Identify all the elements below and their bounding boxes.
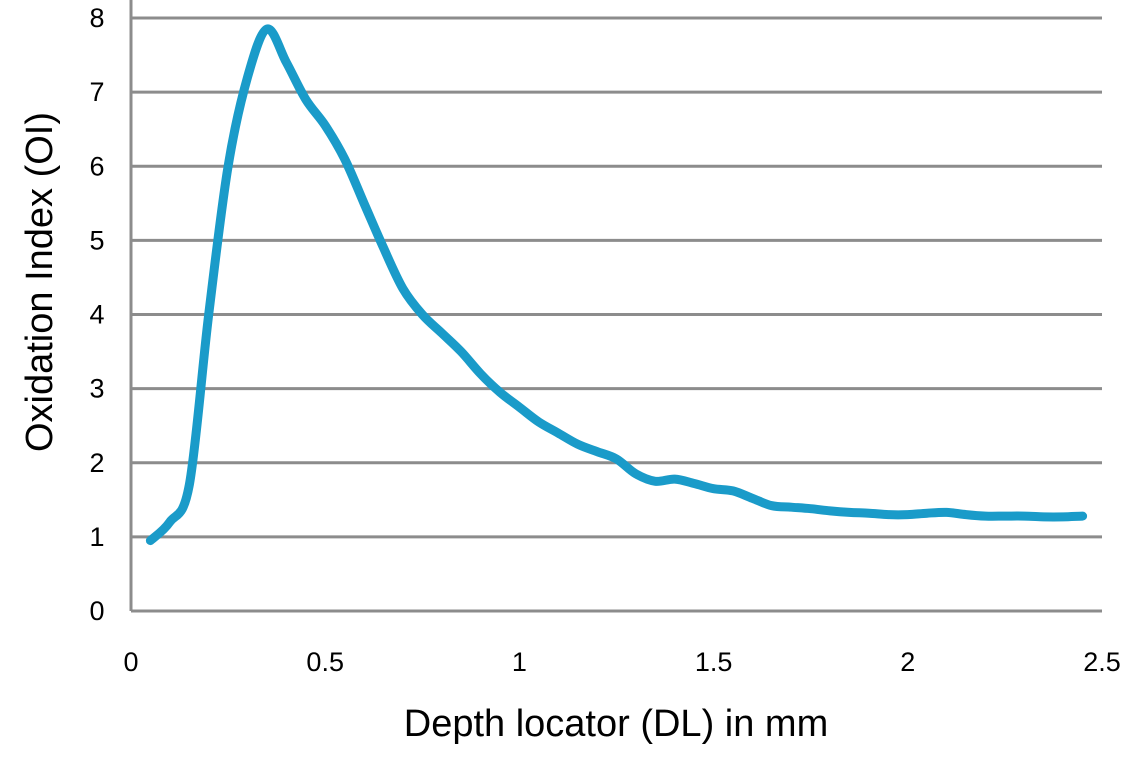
data-point [674,478,676,480]
x-axis-title: Depth locator (DL) in mm [404,703,828,745]
data-point [324,124,326,126]
data-point [732,490,734,492]
y-tick-label: 8 [89,3,104,33]
data-point [713,488,715,490]
data-point [518,406,520,408]
data-point [557,432,559,434]
data-point [654,480,656,482]
data-point [149,540,151,542]
data-point [751,497,753,499]
y-tick-label: 6 [89,151,104,181]
x-tick-label: 1.5 [695,647,733,677]
data-point [266,28,268,30]
data-point [596,451,598,453]
data-point [887,514,889,516]
data-point [616,458,618,460]
data-point [188,484,190,486]
axes [129,0,1102,613]
data-point [382,247,384,249]
y-tick-label: 3 [89,374,104,404]
data-point [926,512,928,514]
data-point [421,314,423,316]
data-point [946,511,948,513]
data-point [538,421,540,423]
data-point [868,512,870,514]
data-point [247,76,249,78]
data-point [1062,516,1064,518]
data-point [499,391,501,393]
x-tick-label: 2.5 [1083,647,1121,677]
y-tick-label: 4 [89,300,104,330]
x-tick-labels: 0 0.5 1 1.5 2 2.5 [123,647,1120,677]
y-axis-title: Oxidation Index (OI) [19,112,61,452]
data-point [305,99,307,101]
data-point [693,483,695,485]
data-point [285,61,287,63]
data-point [480,373,482,375]
y-tick-label: 1 [89,522,104,552]
y-tick-labels: 0 1 2 3 4 5 6 7 8 [89,3,104,626]
data-point [1043,516,1045,518]
data-point [441,332,443,334]
data-point [344,158,346,160]
x-tick-label: 1 [512,647,527,677]
data-point [1082,515,1084,517]
data-point [227,165,229,167]
data-point [363,202,365,204]
data-point [984,515,986,517]
data-point [907,514,909,516]
data-point [577,443,579,445]
series-group [145,24,1088,546]
data-point [635,473,637,475]
y-tick-label: 2 [89,448,104,478]
data-point [402,288,404,290]
data-point [810,508,812,510]
data-point [829,510,831,512]
data-point [1023,515,1025,517]
series-line-0 [145,24,1088,546]
data-point [771,505,773,507]
x-tick-label: 0.5 [306,647,344,677]
data-point [849,511,851,513]
data-point [208,314,210,316]
data-point [965,514,967,516]
x-tick-label: 0 [123,647,138,677]
data-point [169,521,171,523]
y-tick-label: 5 [89,225,104,255]
data-point [790,506,792,508]
y-tick-label: 7 [89,77,104,107]
x-tick-label: 2 [900,647,915,677]
data-point [460,351,462,353]
data-point [1004,515,1006,517]
y-tick-label: 0 [89,596,104,626]
grid-lines [131,16,1102,539]
